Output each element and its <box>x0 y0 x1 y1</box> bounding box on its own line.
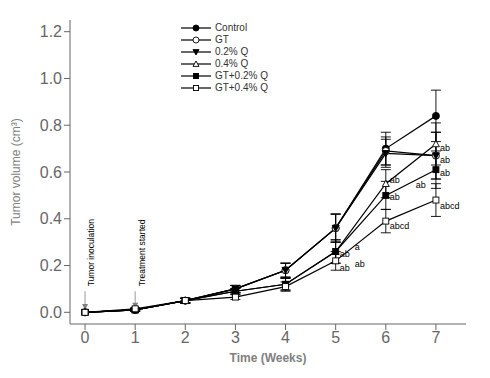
svg-text:ab: ab <box>340 263 350 273</box>
svg-text:3: 3 <box>231 329 240 346</box>
svg-text:0.4: 0.4 <box>40 210 62 227</box>
svg-text:ab: ab <box>440 155 450 165</box>
svg-text:2: 2 <box>181 329 190 346</box>
svg-text:5: 5 <box>331 329 340 346</box>
svg-text:Treatment started: Treatment started <box>137 219 147 286</box>
svg-text:Time (Weeks): Time (Weeks) <box>230 351 307 365</box>
html-text:GT+0.2% Q: GT+0.2% Q <box>214 70 268 81</box>
svg-text:4: 4 <box>281 329 290 346</box>
html-text:GT: GT <box>214 34 229 45</box>
svg-text:0.0: 0.0 <box>40 304 62 321</box>
svg-text:1.2: 1.2 <box>40 23 62 40</box>
svg-text:Tumor inoculation: Tumor inoculation <box>86 219 96 287</box>
svg-text:ab: ab <box>440 168 450 178</box>
svg-text:ab: ab <box>390 192 400 202</box>
svg-text:ab: ab <box>440 143 450 153</box>
svg-text:0.2: 0.2 <box>40 257 62 274</box>
svg-text:6: 6 <box>381 329 390 346</box>
svg-text:1.0: 1.0 <box>40 70 62 87</box>
svg-text:0.8: 0.8 <box>40 117 62 134</box>
svg-text:0.6: 0.6 <box>40 164 62 181</box>
html-text:0.2% Q: 0.2% Q <box>214 46 249 57</box>
svg-text:Tumor volume (cm³): Tumor volume (cm³) <box>9 118 23 226</box>
html-text:Control: Control <box>214 22 248 33</box>
svg-text:0: 0 <box>81 329 90 346</box>
html-text:GT+0.4% Q: GT+0.4% Q <box>214 82 268 93</box>
svg-text:ab: ab <box>355 259 365 269</box>
svg-text:a: a <box>355 242 360 252</box>
svg-text:1: 1 <box>131 329 140 346</box>
svg-text:abcd: abcd <box>440 201 460 211</box>
svg-text:ab: ab <box>416 180 426 190</box>
svg-text:ab: ab <box>390 175 400 185</box>
svg-text:7: 7 <box>431 329 440 346</box>
svg-text:abcd: abcd <box>390 221 410 231</box>
svg-text:ab: ab <box>340 249 350 259</box>
html-text:0.4% Q: 0.4% Q <box>214 58 249 69</box>
